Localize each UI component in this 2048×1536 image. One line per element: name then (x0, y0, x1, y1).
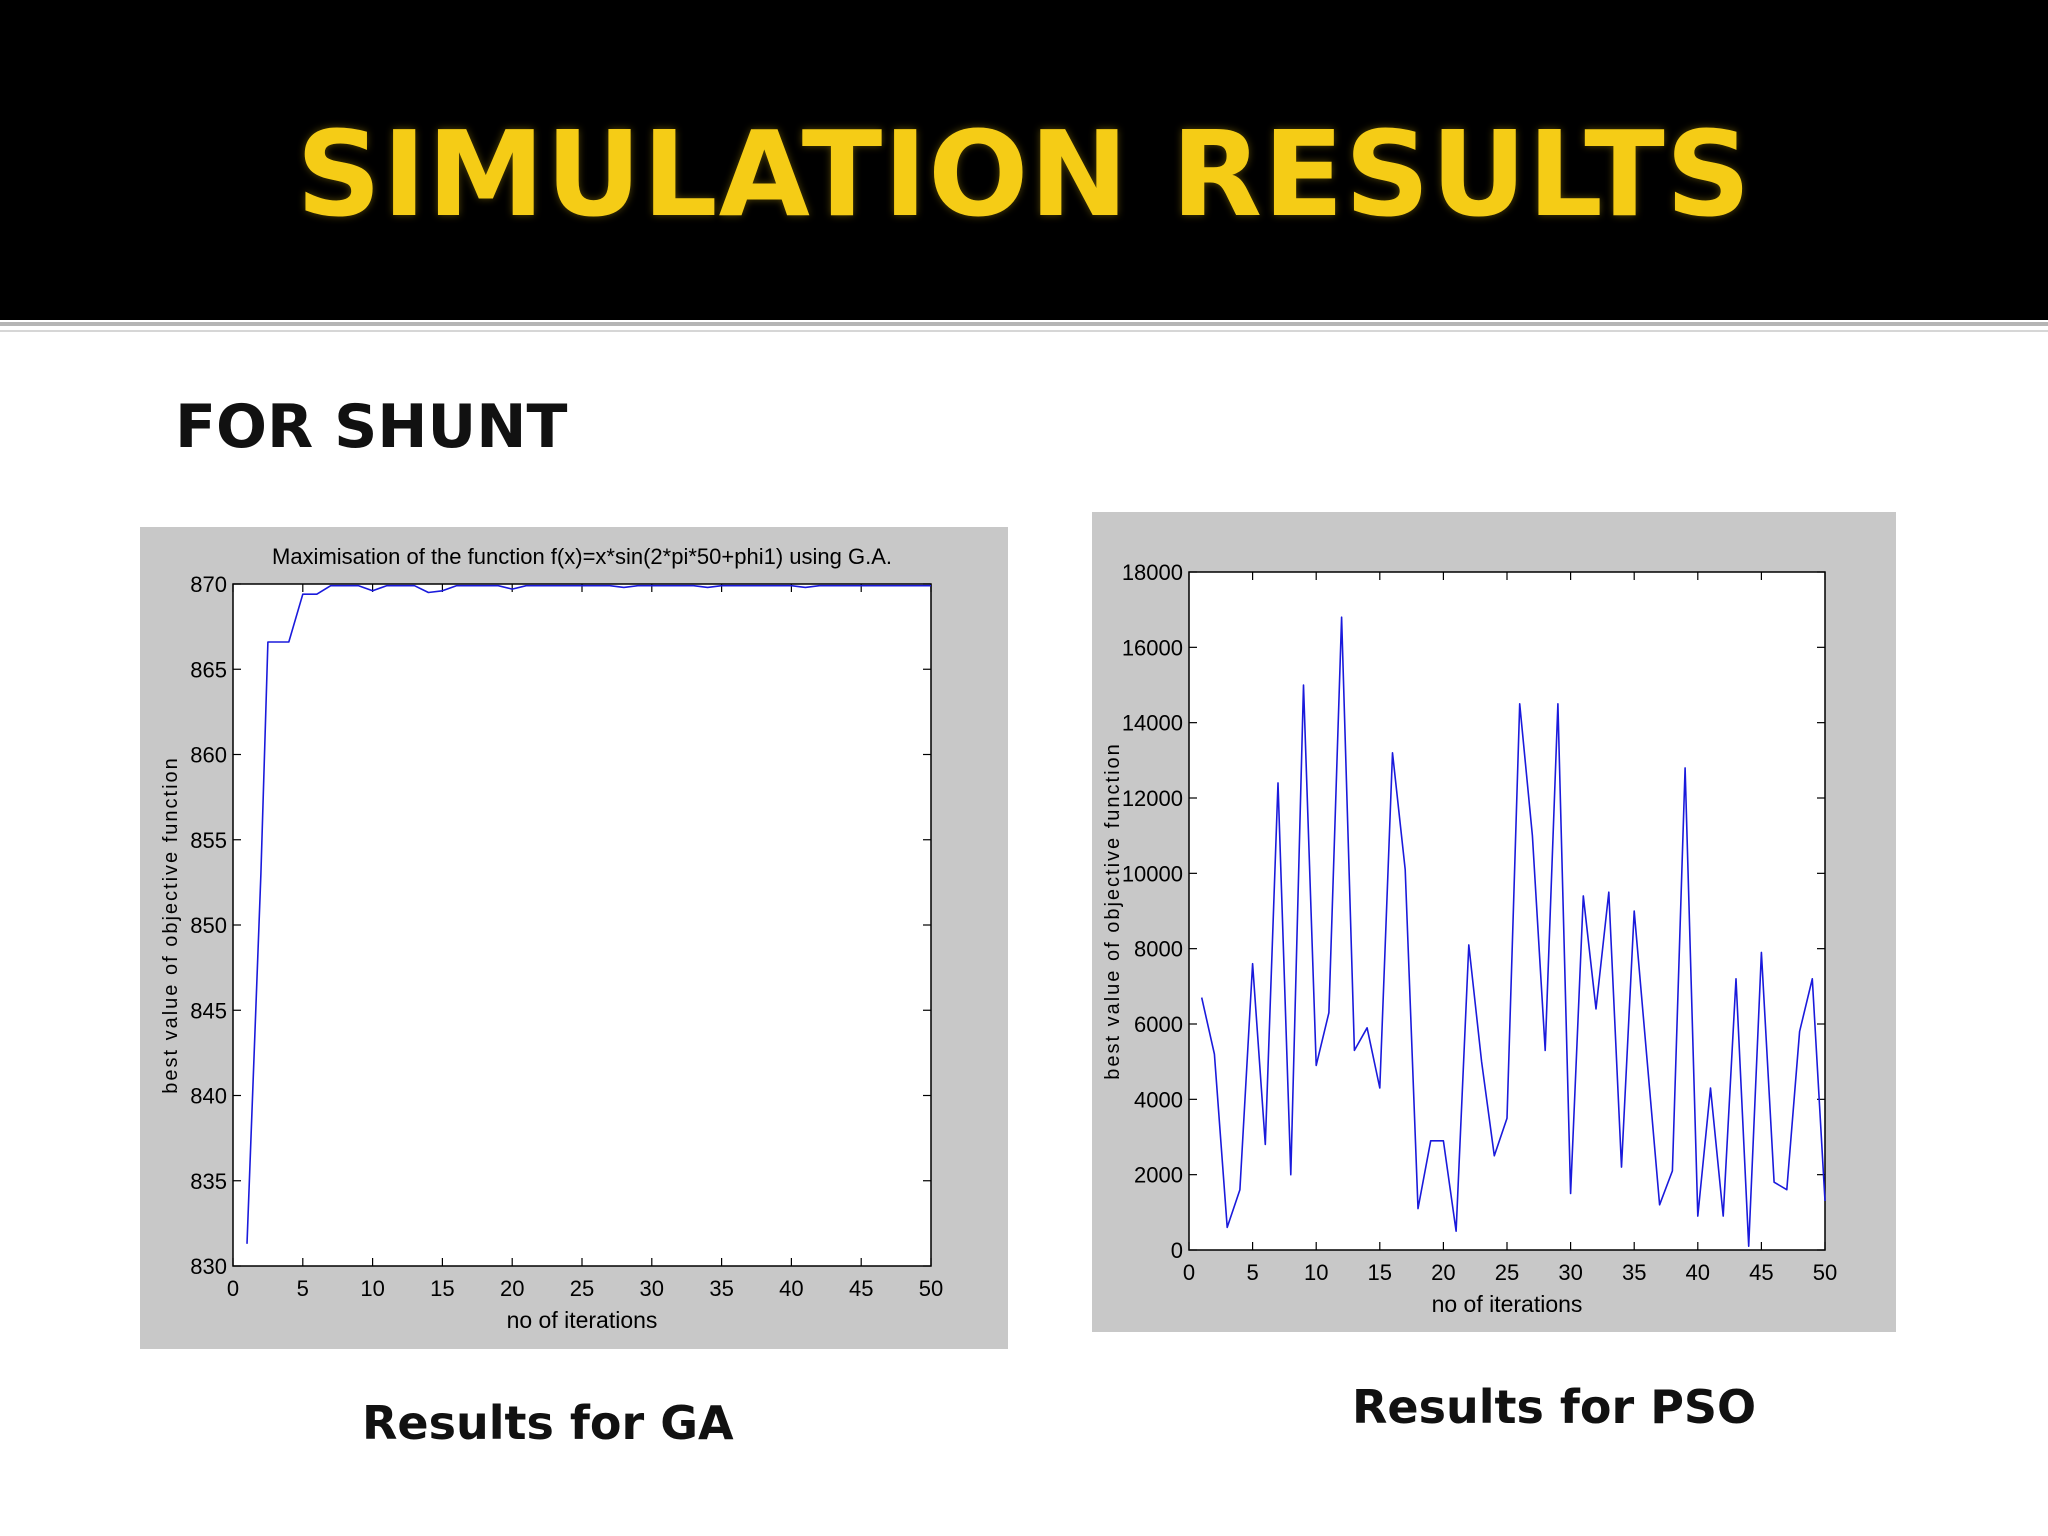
pso-y-tick-label: 4000 (1134, 1087, 1183, 1112)
ga-y-tick-label: 850 (190, 913, 227, 938)
ga-y-tick-label: 855 (190, 828, 227, 853)
pso-y-tick-label: 16000 (1122, 635, 1183, 660)
pso-y-tick-label: 14000 (1122, 711, 1183, 736)
ga-chart-title: Maximisation of the function f(x)=x*sin(… (272, 544, 892, 569)
banner-divider (0, 322, 2048, 326)
ga-x-tick-label: 20 (500, 1276, 524, 1301)
title-banner (0, 0, 2048, 320)
pso-x-tick-label: 20 (1431, 1260, 1455, 1285)
ga-x-tick-label: 10 (360, 1276, 384, 1301)
ga-y-tick-label: 840 (190, 1084, 227, 1109)
ga-y-tick-label: 865 (190, 657, 227, 682)
pso-x-axis-label: no of iterations (1432, 1291, 1583, 1317)
ga-x-tick-label: 45 (849, 1276, 873, 1301)
pso-y-tick-label: 6000 (1134, 1012, 1183, 1037)
pso-x-tick-label: 25 (1495, 1260, 1519, 1285)
pso-x-tick-label: 0 (1183, 1260, 1195, 1285)
ga-chart: Maximisation of the function f(x)=x*sin(… (160, 544, 943, 1333)
pso-y-tick-label: 0 (1171, 1238, 1183, 1263)
ga-y-axis-label: best value of objective function (160, 756, 182, 1094)
banner-divider-thin (0, 330, 2048, 332)
pso-plot-area (1188, 571, 1826, 1251)
pso-y-tick-label: 8000 (1134, 937, 1183, 962)
ga-x-tick-label: 40 (779, 1276, 803, 1301)
pso-chart-panel: 0 5 10 15 20 25 30 35 40 45 50 0 2000 4000 6000 8000 100… (1092, 512, 1896, 1332)
ga-x-tick-label: 50 (919, 1276, 943, 1301)
slide-title: SIMULATION RESULTS (296, 105, 1752, 243)
pso-y-tick-label: 12000 (1122, 786, 1183, 811)
ga-x-axis-label: no of iterations (507, 1307, 658, 1333)
pso-y-tick-label: 10000 (1122, 861, 1183, 886)
ga-y-tick-label: 830 (190, 1254, 227, 1279)
slide-subtitle: FOR SHUNT (175, 392, 568, 462)
pso-x-tick-label: 5 (1246, 1260, 1258, 1285)
pso-x-tick-label: 35 (1622, 1260, 1646, 1285)
pso-series-line (1200, 616, 1826, 1248)
pso-x-tick-label: 45 (1749, 1260, 1773, 1285)
ga-chart-panel: Maximisation of the function f(x)=x*sin(… (140, 527, 1008, 1349)
pso-y-axis-label: best value of objective function (1102, 742, 1124, 1080)
ga-series-line (246, 584, 931, 1244)
pso-x-tick-label: 15 (1368, 1260, 1392, 1285)
ga-x-tick-label: 0 (227, 1276, 239, 1301)
pso-caption: Results for PSO (1352, 1380, 1757, 1434)
ga-y-tick-label: 835 (190, 1169, 227, 1194)
ga-x-tick-label: 25 (570, 1276, 594, 1301)
pso-chart: 0 5 10 15 20 25 30 35 40 45 50 0 2000 4000 6000 8000 100… (1102, 560, 1837, 1317)
pso-x-tick-label: 10 (1304, 1260, 1328, 1285)
pso-y-tick-label: 18000 (1122, 560, 1183, 585)
ga-x-tick-label: 15 (430, 1276, 454, 1301)
ga-y-tick-label: 860 (190, 743, 227, 768)
ga-x-tick-label: 30 (640, 1276, 664, 1301)
pso-y-tick-label: 2000 (1134, 1163, 1183, 1188)
ga-y-tick-label: 845 (190, 998, 227, 1023)
pso-x-tick-label: 40 (1686, 1260, 1710, 1285)
pso-x-tick-label: 50 (1813, 1260, 1837, 1285)
ga-x-tick-label: 5 (297, 1276, 309, 1301)
ga-y-tick-label: 870 (190, 572, 227, 597)
ga-caption: Results for GA (362, 1396, 734, 1450)
pso-x-tick-label: 30 (1558, 1260, 1582, 1285)
ga-plot-area (232, 583, 932, 1267)
ga-x-tick-label: 35 (709, 1276, 733, 1301)
